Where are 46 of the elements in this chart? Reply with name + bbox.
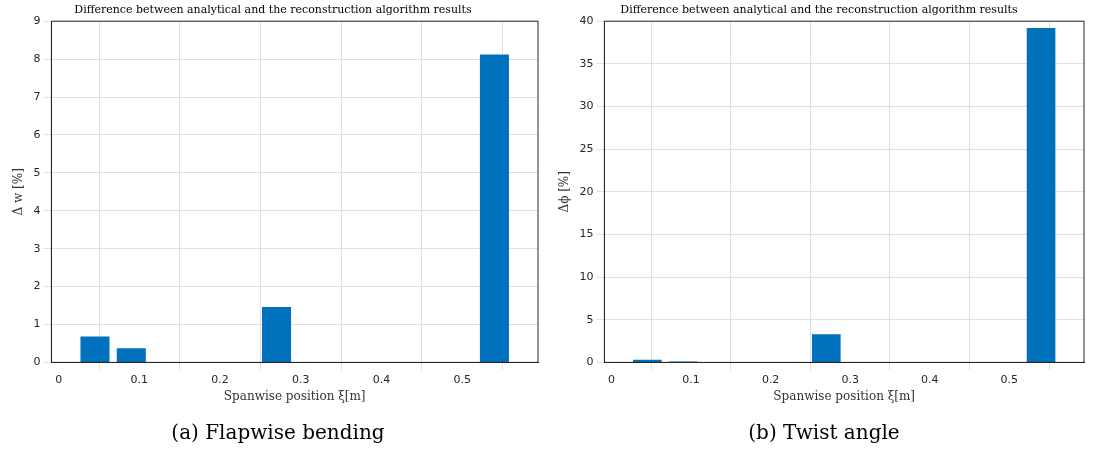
bar [116, 348, 146, 362]
y-tick-label: 5 [586, 312, 594, 326]
y-tick-label: 35 [579, 56, 594, 70]
y-tick-label: 15 [579, 227, 594, 241]
y-axis-title: Δ w [%] [11, 168, 26, 216]
x-tick-label: 0.5 [1000, 372, 1018, 386]
chart-title: Difference between analytical and the reconstruction algorithm results [620, 3, 1019, 17]
y-tick-label: 6 [33, 127, 41, 141]
bar [633, 359, 662, 362]
bar [262, 307, 292, 362]
y-tick-label: 20 [579, 184, 594, 198]
y-tick-label: 9 [33, 14, 41, 28]
x-tick-label: 0.4 [920, 372, 939, 386]
y-tick-label: 10 [579, 269, 594, 283]
y-tick-label: 7 [33, 89, 41, 103]
text: (a) Flapwise bending [171, 420, 385, 444]
x-tick-label: 0.2 [211, 372, 229, 386]
y-axis-title: Δϕ [%] [557, 171, 572, 213]
text: (b) Twist angle [748, 420, 900, 444]
y-tick-label: 0 [586, 355, 594, 369]
x-tick-label: 0.3 [292, 372, 310, 386]
y-tick-label: 25 [579, 142, 594, 156]
bar [479, 54, 509, 362]
x-axis-title: Spanwise position ξ[m] [223, 388, 366, 403]
x-tick-label: 0.1 [682, 372, 700, 386]
y-tick-label: 30 [579, 99, 594, 113]
x-tick-label: 0 [608, 372, 616, 386]
x-tick-label: 0.5 [453, 372, 471, 386]
y-tick-label: 3 [33, 241, 41, 255]
y-tick-label: 0 [33, 355, 41, 369]
x-tick-label: 0.2 [761, 372, 780, 386]
bar [80, 336, 110, 362]
y-tick-label: 5 [33, 165, 41, 179]
x-tick-label: 0.4 [372, 372, 391, 386]
x-tick-label: 0.1 [130, 372, 149, 386]
x-axis-title: Spanwise position ξ[m] [773, 388, 916, 403]
y-tick-label: 8 [33, 51, 41, 65]
chart-title: Difference between analytical and the reconstruction algorithm results [74, 3, 473, 17]
x-tick-label: 0 [55, 372, 63, 386]
bar [1026, 28, 1056, 362]
y-tick-label: 4 [33, 203, 41, 217]
y-tick-label: 1 [33, 317, 41, 331]
y-tick-label: 40 [579, 14, 594, 28]
bar [811, 334, 841, 362]
x-tick-label: 0.3 [841, 372, 859, 386]
y-tick-label: 2 [33, 279, 41, 293]
